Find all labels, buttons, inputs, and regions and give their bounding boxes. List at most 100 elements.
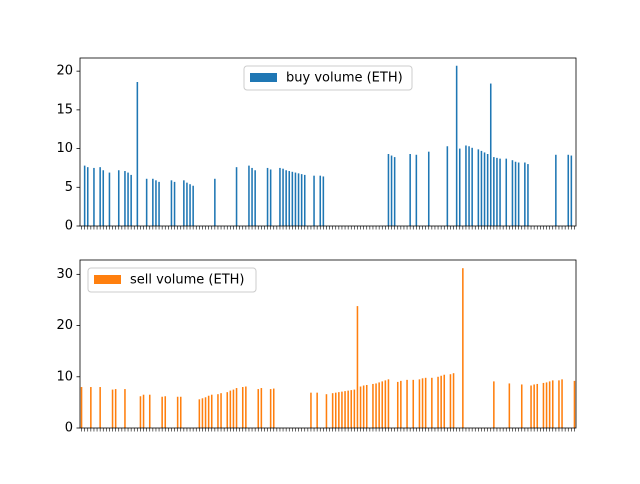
bar bbox=[350, 390, 353, 428]
bar bbox=[551, 380, 554, 428]
y-tick-label: 10 bbox=[56, 369, 73, 384]
bar bbox=[86, 167, 89, 226]
bar bbox=[83, 165, 86, 226]
bar bbox=[226, 392, 229, 428]
bar bbox=[282, 168, 284, 226]
bar bbox=[155, 180, 157, 226]
bar bbox=[424, 377, 427, 428]
bar bbox=[80, 387, 83, 428]
bar bbox=[272, 388, 275, 428]
y-tick-label: 0 bbox=[65, 219, 73, 234]
bar bbox=[319, 175, 322, 226]
bar bbox=[303, 174, 306, 226]
bar bbox=[545, 382, 548, 428]
bar bbox=[555, 154, 557, 226]
bar bbox=[517, 162, 520, 226]
bar bbox=[325, 394, 328, 428]
bar bbox=[446, 146, 449, 226]
bar bbox=[251, 167, 253, 226]
y-tick-label: 10 bbox=[56, 141, 73, 156]
bar bbox=[310, 392, 312, 428]
y-tick-label: 30 bbox=[56, 267, 73, 282]
bar bbox=[390, 155, 393, 226]
bar bbox=[421, 378, 424, 428]
bar bbox=[353, 389, 356, 428]
bar bbox=[313, 175, 315, 226]
bar bbox=[524, 162, 526, 226]
bar bbox=[400, 380, 402, 428]
bar bbox=[204, 397, 207, 428]
bar bbox=[418, 379, 421, 428]
bar bbox=[322, 176, 325, 226]
bar bbox=[396, 381, 399, 428]
bar bbox=[412, 379, 415, 428]
bar bbox=[486, 154, 489, 226]
bar bbox=[415, 154, 418, 226]
bar bbox=[561, 379, 563, 428]
bar bbox=[201, 398, 204, 428]
bar bbox=[291, 171, 294, 226]
bar bbox=[192, 185, 194, 226]
bar bbox=[235, 167, 238, 226]
bar bbox=[161, 396, 163, 428]
bar bbox=[375, 383, 377, 428]
bar bbox=[297, 173, 300, 226]
bar bbox=[232, 389, 235, 428]
bar bbox=[372, 383, 374, 428]
bar bbox=[427, 151, 430, 226]
bar bbox=[493, 381, 495, 428]
bar bbox=[356, 306, 359, 428]
bar bbox=[437, 376, 439, 428]
bar bbox=[362, 385, 365, 428]
bar bbox=[443, 374, 446, 428]
legend-box bbox=[87, 267, 257, 293]
bar bbox=[241, 387, 244, 428]
bar bbox=[245, 386, 247, 428]
bar bbox=[108, 172, 111, 226]
bar bbox=[186, 182, 188, 226]
bar bbox=[493, 157, 495, 226]
bar bbox=[440, 375, 442, 428]
legend-swatch bbox=[94, 275, 121, 284]
bar bbox=[341, 391, 343, 428]
legend-label: buy volume (ETH) bbox=[286, 71, 403, 86]
bar bbox=[254, 170, 256, 226]
bar bbox=[514, 161, 517, 226]
bar bbox=[381, 381, 384, 428]
bar bbox=[468, 146, 470, 226]
bar bbox=[179, 396, 182, 428]
bar bbox=[269, 389, 272, 428]
y-tick-label: 20 bbox=[56, 318, 73, 333]
legend-label: sell volume (ETH) bbox=[130, 273, 245, 288]
bar bbox=[145, 178, 148, 226]
bar bbox=[393, 157, 396, 226]
bar bbox=[99, 167, 101, 226]
bar bbox=[102, 170, 105, 226]
bar bbox=[359, 386, 362, 428]
bar bbox=[406, 379, 408, 428]
bar bbox=[527, 164, 529, 226]
bar bbox=[387, 379, 390, 428]
bar bbox=[489, 83, 492, 226]
y-tick-label: 5 bbox=[65, 180, 73, 195]
bar bbox=[164, 396, 167, 428]
bar bbox=[480, 150, 483, 226]
bar bbox=[93, 167, 95, 226]
bar bbox=[207, 395, 210, 428]
bar bbox=[90, 387, 92, 428]
bar bbox=[139, 396, 142, 428]
bar bbox=[505, 158, 508, 226]
bar bbox=[285, 170, 287, 226]
bar bbox=[173, 181, 176, 226]
bar bbox=[158, 181, 160, 226]
bar bbox=[387, 154, 390, 226]
bar bbox=[511, 160, 514, 226]
bar bbox=[499, 158, 501, 226]
bar bbox=[260, 388, 263, 428]
bar bbox=[471, 147, 473, 226]
bar bbox=[452, 373, 455, 428]
bar bbox=[520, 384, 523, 428]
bar bbox=[409, 154, 411, 226]
legend-box bbox=[243, 65, 413, 91]
bar bbox=[542, 382, 545, 428]
